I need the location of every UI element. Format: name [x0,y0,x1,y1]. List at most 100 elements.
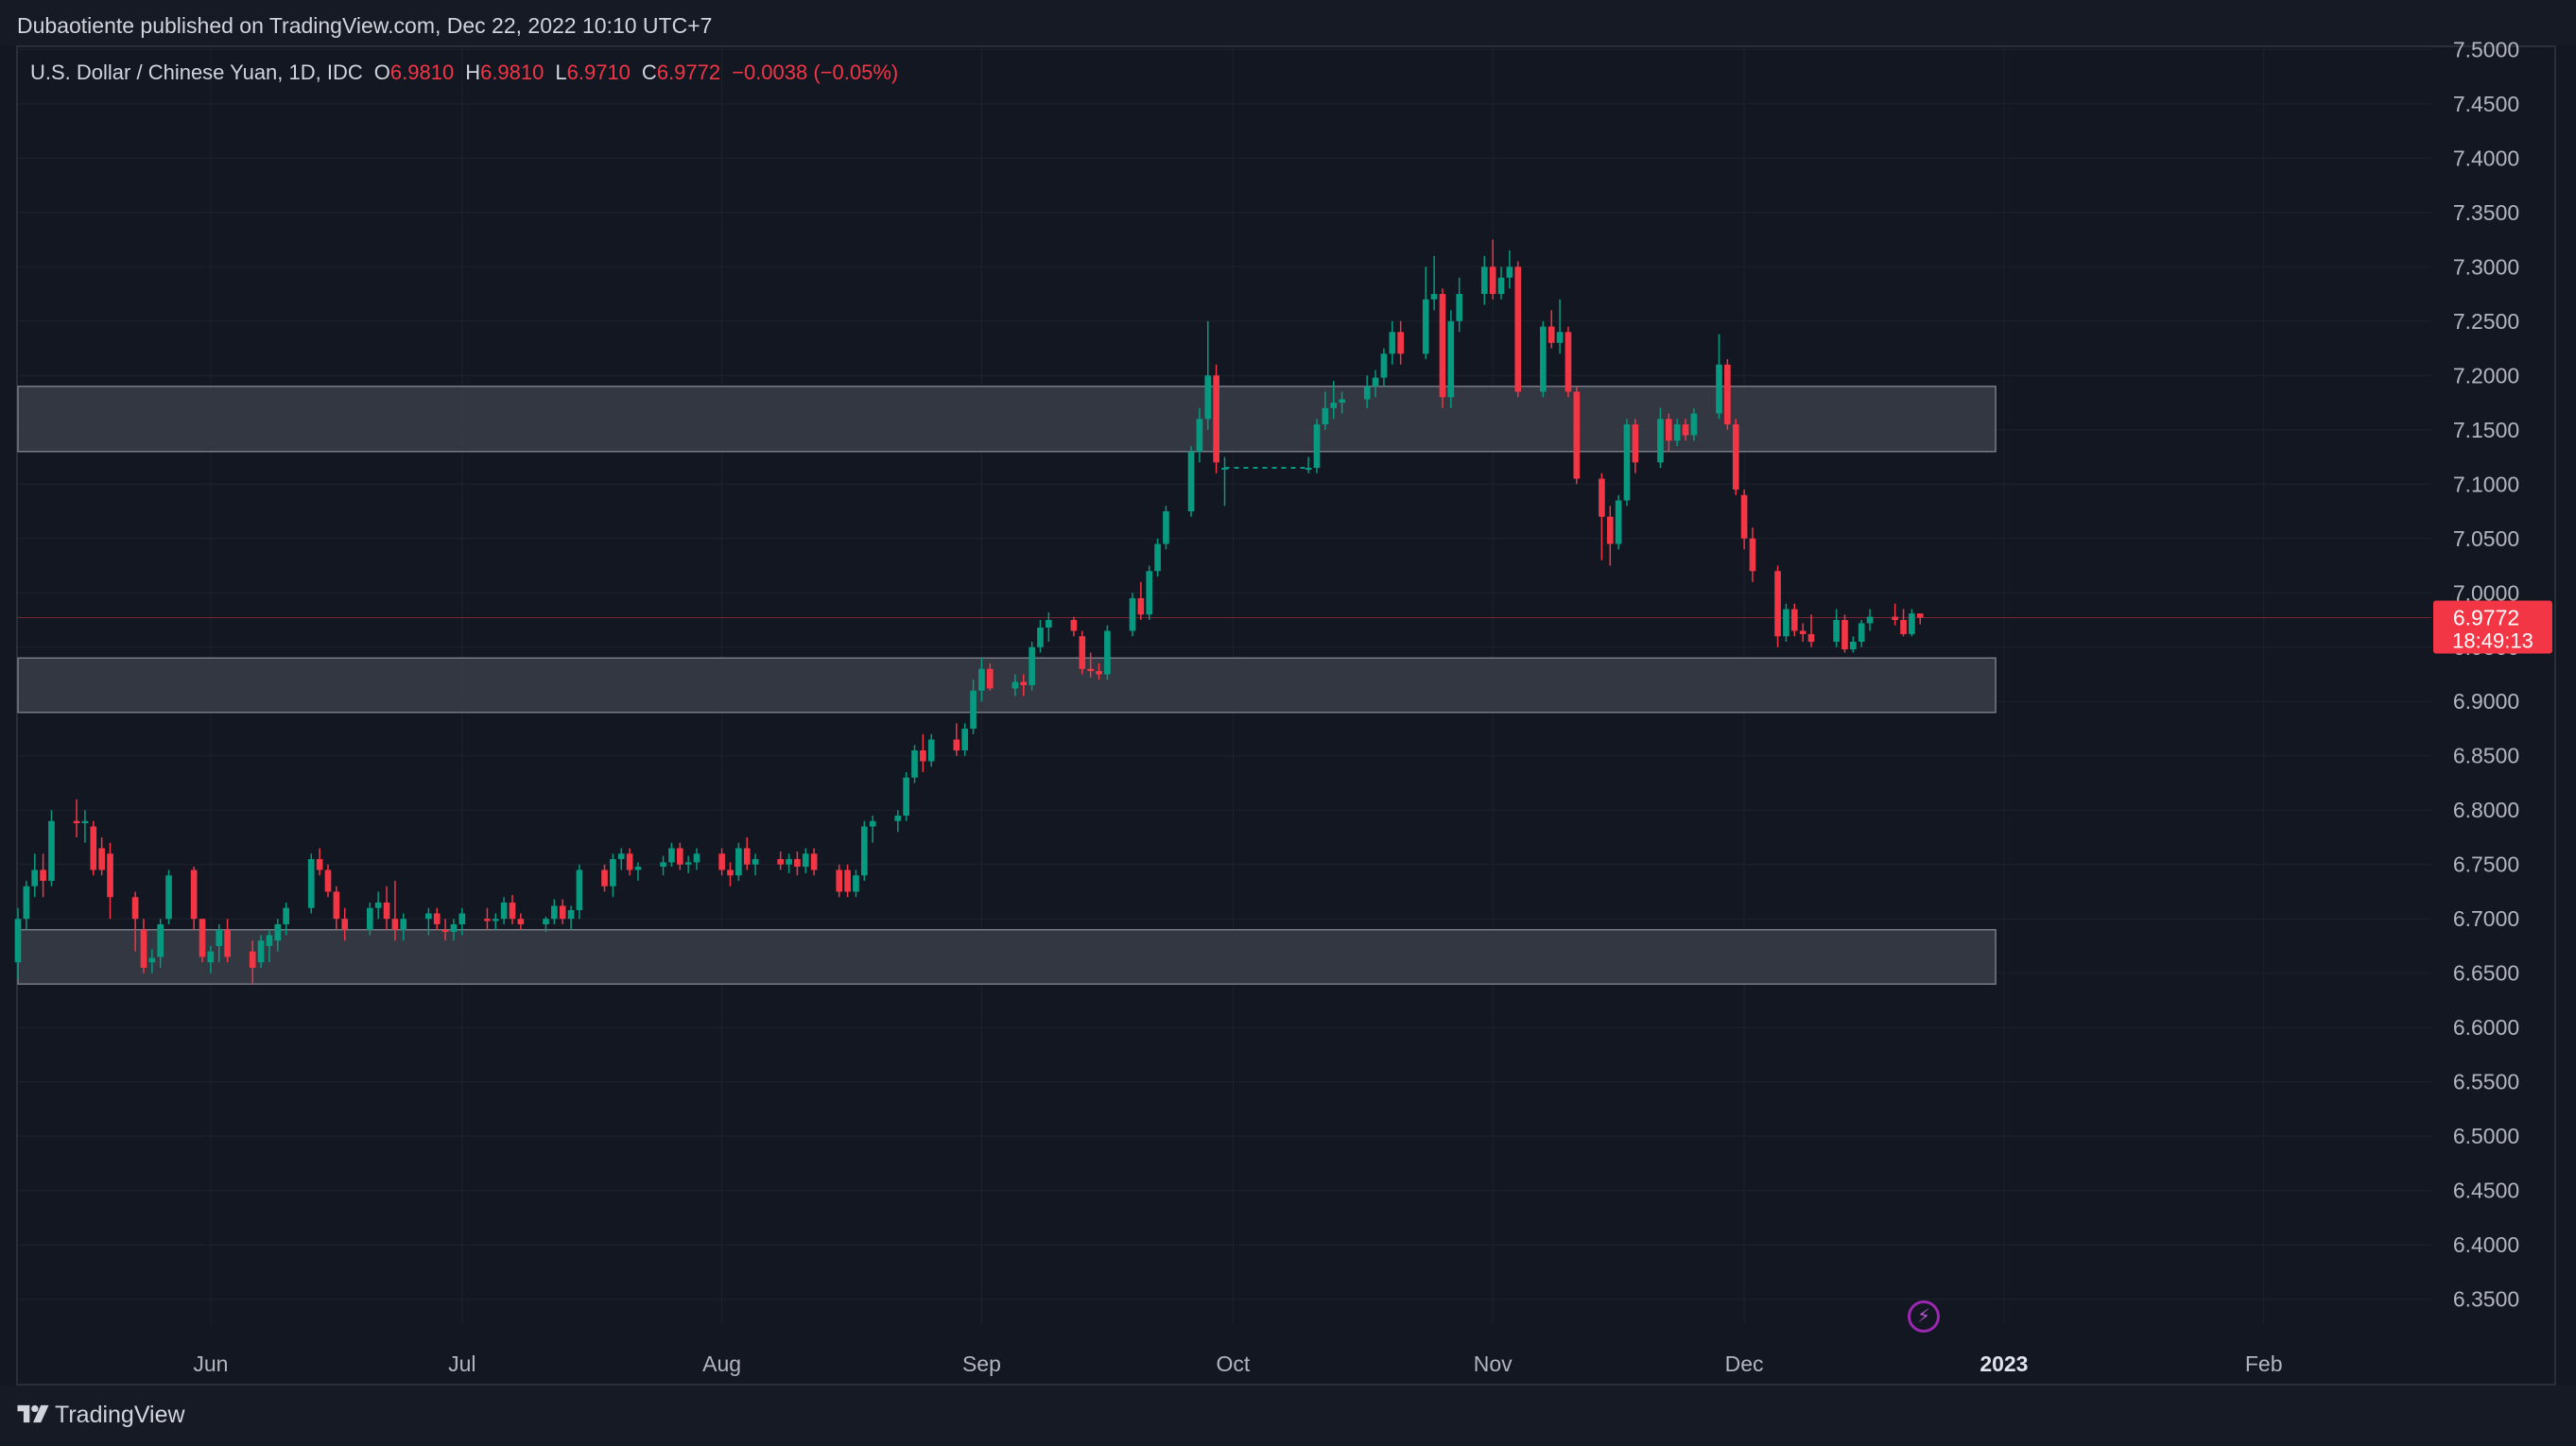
candle-body [1657,419,1664,463]
candle-body [1363,386,1371,400]
candle-body [441,929,449,933]
candle-body [1221,468,1228,471]
footer-bar [0,1386,2576,1446]
candle-body [1565,332,1572,392]
candle-body [1716,364,1722,414]
candle-body [1187,451,1195,512]
candle-body [626,853,633,870]
candle-body [953,739,960,750]
support-resistance-zone [17,657,1997,714]
x-tick-label: 2023 [1980,1351,2028,1376]
y-tick-label: 6.8000 [2453,798,2519,822]
candle-body [543,919,549,924]
candle-body [157,923,164,957]
candle-body [383,902,390,920]
candle-body [1740,494,1748,539]
candle-body [1783,609,1789,637]
candle-body [1749,538,1756,572]
candle-body [1632,424,1639,463]
candle-body [1841,620,1848,650]
low-value: 6.9710 [566,60,631,84]
y-tick-label: 6.9000 [2453,689,2519,714]
candle-body [684,862,692,865]
low-label: L [555,60,567,84]
candle-body [752,858,759,865]
candle-body [1046,620,1052,628]
price-tag-box [2433,600,2552,654]
candle-body [1037,628,1044,647]
support-resistance-zone [17,928,1997,985]
candle-body [1858,623,1865,643]
candle-body [1129,598,1136,631]
candle-body [860,826,868,876]
x-tick-label: Sep [962,1351,1001,1376]
y-tick-label: 6.4000 [2453,1232,2519,1257]
candle-body [794,858,801,868]
candle-body [1807,633,1815,643]
candle-body [374,902,382,908]
candle-body [559,905,566,920]
y-tick-label: 7.2500 [2453,309,2519,334]
candle-body [903,777,909,816]
candle-body [131,897,139,920]
x-tick-label: Jun [193,1351,228,1376]
candle-body [31,869,39,887]
candle-body [23,886,30,920]
candle-body [1514,267,1522,392]
x-tick-label: Aug [702,1351,741,1376]
candle-body [1799,630,1807,634]
candle-body [1079,636,1086,669]
candle-body [333,891,340,920]
candle-body [1606,516,1614,544]
candle-body [90,826,97,870]
candle-body [458,913,466,924]
y-tick-label: 7.0500 [2453,526,2519,551]
candle-body [307,858,315,908]
candle-body [517,919,525,924]
y-tick-label: 6.7000 [2453,906,2519,931]
candle-body [1506,267,1513,278]
candle-body [853,875,859,892]
candle-body [1774,571,1781,637]
candle-body [668,848,675,863]
candle-body [1690,413,1698,436]
candle-body [1599,478,1605,517]
candle-body [551,905,558,920]
candle-body [1380,353,1388,378]
candle-body [1909,613,1915,634]
candle-body [107,853,113,898]
candle-body [836,869,843,892]
candle-body [1020,681,1028,685]
candle-body [257,940,265,963]
chart-frame [16,45,2556,1386]
candle-body [425,913,432,920]
candle-body [617,853,625,859]
candle-body [1615,500,1622,544]
x-tick-label: Jul [448,1351,475,1376]
candle-body [1070,620,1078,631]
candle-body [1540,326,1547,392]
candle-body [98,848,105,870]
candle-body [400,919,407,930]
candle-body [450,923,458,933]
y-tick-label: 6.4500 [2453,1179,2519,1203]
candle-body [1900,620,1907,634]
y-tick-label: 6.5000 [2453,1124,2519,1148]
y-tick-label: 7.4500 [2453,92,2519,116]
tradingview-brand[interactable]: TradingView [55,1402,185,1428]
candle-body [492,919,499,921]
x-tick-label: Feb [2245,1351,2283,1376]
candle-body [1087,668,1094,672]
candle-body [249,951,256,968]
candle-body [1480,267,1488,295]
candle-body [190,869,198,920]
change-value: −0.0038 (−0.05%) [732,60,899,84]
candle-body [1833,620,1840,643]
tradingview-logo-icon[interactable] [17,1403,49,1424]
candle-body [1322,407,1329,425]
candle-body [324,869,332,892]
candle-body [1547,326,1555,343]
price-chart[interactable]: 6.3500 6.4000 6.4500 6.5000 6.5500 6.6000 6.65… [0,0,2576,1386]
candle-body [165,875,172,920]
lightning-icon[interactable]: ⚡ [1908,1300,1940,1333]
